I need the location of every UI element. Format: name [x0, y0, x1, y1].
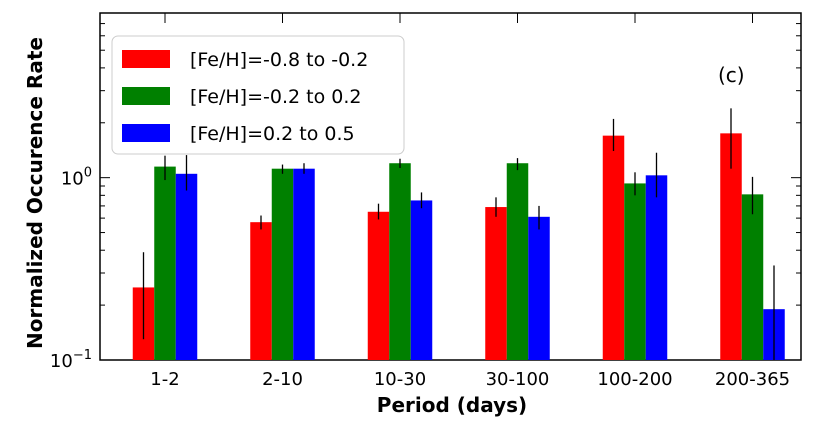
x-tick-label: 2-10	[262, 369, 303, 390]
legend-frame	[111, 35, 405, 155]
bar-series-2	[528, 216, 550, 360]
bar-series-2	[293, 168, 315, 360]
y-tick-label: 10−1	[50, 348, 92, 372]
legend-label-series-2: [Fe/H]=0.2 to 0.5	[190, 123, 355, 145]
x-tick-label: 200-365	[715, 369, 790, 390]
legend: [Fe/H]=-0.8 to -0.2 [Fe/H]=-0.2 to 0.2 […	[111, 35, 405, 155]
bar-series-1	[389, 163, 411, 360]
bar-series-0	[602, 135, 625, 360]
x-tick-label: 10-30	[374, 369, 426, 390]
legend-label-series-1: [Fe/H]=-0.2 to 0.2	[190, 86, 361, 108]
legend-label-series-0: [Fe/H]=-0.8 to -0.2	[190, 49, 368, 71]
panel-label: (c)	[718, 63, 745, 87]
bar-series-0	[250, 222, 272, 360]
error-bars-layer	[142, 108, 775, 360]
bar-series-1	[741, 194, 764, 360]
x-tick-labels: 1-2 2-10 10-30 30-100 100-200 200-365	[150, 369, 790, 390]
x-tick-label: 1-2	[150, 369, 179, 390]
bar-series-1	[154, 166, 176, 360]
y-tick-labels: 10−1 100	[50, 166, 92, 372]
bar-series-1	[271, 168, 294, 360]
bar-series-2	[410, 200, 433, 360]
legend-swatch-series-1	[122, 87, 170, 105]
bar-series-1	[624, 183, 646, 360]
bar-series-2	[645, 175, 668, 360]
bar-series-0	[367, 211, 390, 360]
x-tick-label: 30-100	[486, 369, 550, 390]
bar-series-0	[485, 207, 507, 360]
y-axis-title: Normalized Occurence Rate	[23, 37, 47, 349]
bar-series-0	[720, 133, 742, 360]
bar-series-2	[175, 173, 198, 360]
legend-swatch-series-0	[122, 50, 170, 68]
x-tick-label: 100-200	[597, 369, 672, 390]
bar-series-1	[506, 163, 529, 360]
x-axis-title: Period (days)	[377, 393, 527, 417]
legend-swatch-series-2	[122, 124, 170, 142]
y-tick-label: 100	[61, 166, 92, 190]
